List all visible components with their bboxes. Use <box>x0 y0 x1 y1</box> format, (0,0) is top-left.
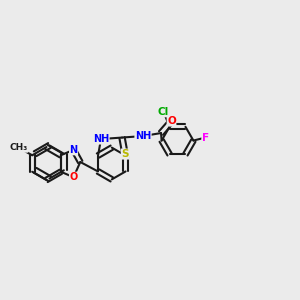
Text: S: S <box>121 149 129 159</box>
Text: N: N <box>70 145 78 155</box>
Text: NH: NH <box>135 131 151 141</box>
Text: NH: NH <box>93 134 109 144</box>
Text: F: F <box>202 133 209 142</box>
Text: O: O <box>167 116 176 126</box>
Text: Cl: Cl <box>158 107 169 117</box>
Text: CH₃: CH₃ <box>10 143 28 152</box>
Text: O: O <box>69 172 78 182</box>
